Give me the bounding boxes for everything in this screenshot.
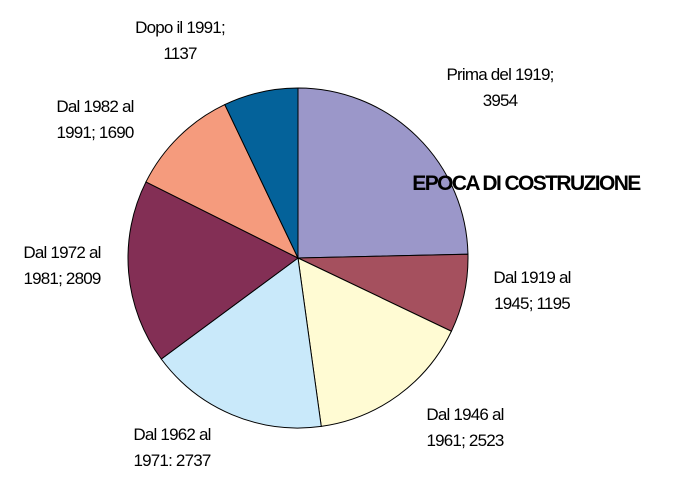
- chart-title: EPOCA DI COSTRUZIONE: [412, 172, 641, 195]
- pie-slice: [145, 103, 300, 260]
- data-label: Dal 1982 al 1991; 1690: [56, 97, 133, 142]
- data-label: Dopo il 1991; 1137: [135, 18, 225, 63]
- pie-slice: [297, 87, 469, 259]
- pie-slice: [160, 257, 322, 429]
- pie-slice: [297, 257, 453, 427]
- pie-slice: [224, 87, 299, 259]
- data-label: Dal 1946 al 1961; 2523: [426, 405, 503, 450]
- data-label: Dal 1919 al 1945; 1195: [493, 268, 570, 313]
- data-label: Prima del 1919; 3954: [446, 65, 553, 110]
- data-label: Dal 1962 al 1971: 2737: [133, 425, 210, 470]
- pie: [127, 87, 469, 429]
- pie-slice: [127, 181, 299, 360]
- data-label: Dal 1972 al 1981; 2809: [23, 243, 100, 288]
